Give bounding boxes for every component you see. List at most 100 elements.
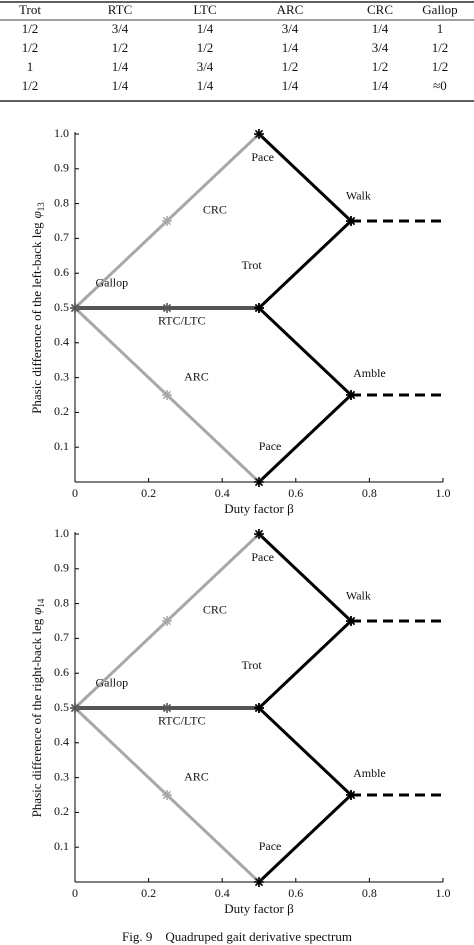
table-cell: 1/4 — [282, 40, 299, 55]
star-marker — [254, 529, 264, 539]
y-tick-label: 1.0 — [54, 126, 69, 140]
series-line — [257, 619, 353, 710]
star-marker — [254, 703, 264, 713]
table-cell: 1 — [437, 21, 444, 36]
star-marker — [254, 129, 264, 139]
y-tick-label: 0.2 — [54, 804, 69, 818]
y-tick-label: 0.7 — [54, 230, 69, 244]
y-axis-label-subscript: 14 — [36, 598, 46, 608]
y-tick-label: 0.5 — [54, 300, 69, 314]
annotation: Pace — [259, 439, 282, 453]
annotation: CRC — [203, 602, 227, 616]
series-line — [257, 532, 353, 623]
y-tick-label: 1.0 — [54, 526, 69, 540]
annotation: Pace — [259, 839, 282, 853]
table-cell: 1 — [27, 59, 34, 74]
table-header-cell: ARC — [277, 2, 304, 17]
x-tick-label: 0.2 — [141, 886, 156, 900]
caption: Fig. 9 Quadruped gait derivative spectru… — [122, 929, 352, 944]
annotation: Walk — [346, 588, 371, 602]
star-marker — [162, 303, 172, 313]
x-tick-label: 1.0 — [436, 486, 451, 500]
x-tick-label: 0.2 — [141, 486, 156, 500]
annotation: Pace — [251, 550, 274, 564]
y-axis-label-text: Phasic difference of the right-back leg — [29, 618, 44, 817]
star-marker — [346, 216, 356, 226]
y-axis-label-symbol: φ — [29, 608, 44, 615]
x-axis-label: Duty factor β — [224, 901, 294, 916]
annotation: ARC — [184, 369, 209, 383]
x-tick-label: 0.8 — [362, 886, 377, 900]
y-tick-label: 0.4 — [54, 335, 69, 349]
series-line — [257, 393, 353, 484]
table-cell: 1/2 — [372, 59, 389, 74]
y-axis-label-symbol: φ — [29, 211, 44, 218]
star-marker — [254, 303, 264, 313]
star-marker — [70, 303, 80, 313]
star-marker — [346, 790, 356, 800]
table-cell: 1/2 — [282, 59, 299, 74]
star-marker — [162, 790, 172, 800]
series-line — [257, 132, 353, 223]
table-cell: 1/2 — [432, 40, 449, 55]
star-marker — [162, 616, 172, 626]
y-tick-label: 0.9 — [54, 561, 69, 575]
table-cell: 1/4 — [112, 59, 129, 74]
table-cell: 1/4 — [282, 78, 299, 93]
y-axis-label: Phasic difference of the right-back leg φ… — [29, 598, 46, 817]
table-cell: 1/2 — [197, 40, 214, 55]
star-marker — [70, 703, 80, 713]
series-line — [257, 306, 353, 397]
table-cell: 1/2 — [112, 40, 129, 55]
y-tick-label: 0.3 — [54, 369, 69, 383]
table-header-cell: RTC — [108, 2, 133, 17]
star-marker — [162, 703, 172, 713]
annotation: Amble — [353, 766, 386, 780]
table-cell: ≈0 — [433, 78, 447, 93]
table-header-cell: CRC — [367, 2, 393, 17]
annotation: Trot — [242, 258, 263, 272]
star-marker — [254, 877, 264, 887]
annotation: ARC — [184, 769, 209, 783]
annotation: Amble — [353, 366, 386, 380]
x-tick-label: 0.6 — [288, 886, 303, 900]
y-tick-label: 0.1 — [54, 839, 69, 853]
table-cell: 3/4 — [282, 21, 299, 36]
table-cell: 1/4 — [372, 78, 389, 93]
y-tick-label: 0.1 — [54, 439, 69, 453]
table-cell: 1/4 — [112, 78, 129, 93]
y-tick-label: 0.9 — [54, 161, 69, 175]
annotation: Gallop — [95, 275, 128, 289]
y-tick-label: 0.2 — [54, 404, 69, 418]
table-cell: 1/2 — [22, 21, 39, 36]
annotation: RTC/LTC — [158, 714, 206, 728]
x-tick-label: 1.0 — [436, 886, 451, 900]
table-cell: 3/4 — [112, 21, 129, 36]
y-tick-label: 0.3 — [54, 769, 69, 783]
y-tick-label: 0.6 — [54, 665, 69, 679]
y-tick-label: 0.8 — [54, 595, 69, 609]
annotation: Trot — [242, 658, 263, 672]
star-marker — [254, 477, 264, 487]
table-cell: 1/2 — [22, 78, 39, 93]
table-cell: 1/4 — [372, 21, 389, 36]
star-marker — [162, 216, 172, 226]
y-axis-label-text: Phasic difference of the left-back leg — [29, 222, 44, 414]
annotation: RTC/LTC — [158, 314, 206, 328]
x-tick-label: 0.4 — [215, 886, 230, 900]
y-tick-label: 0.8 — [54, 195, 69, 209]
y-tick-label: 0.6 — [54, 265, 69, 279]
table-header-cell: LTC — [193, 2, 216, 17]
y-tick-label: 0.7 — [54, 630, 69, 644]
annotation: Pace — [251, 150, 274, 164]
x-tick-label: 0.4 — [215, 486, 230, 500]
table-cell: 3/4 — [372, 40, 389, 55]
x-axis-label: Duty factor β — [224, 501, 294, 516]
y-tick-label: 0.4 — [54, 735, 69, 749]
annotation: Walk — [346, 188, 371, 202]
annotation: CRC — [203, 202, 227, 216]
x-tick-label: 0 — [72, 886, 78, 900]
annotation: Gallop — [95, 675, 128, 689]
y-axis-label-subscript: 13 — [36, 202, 46, 212]
